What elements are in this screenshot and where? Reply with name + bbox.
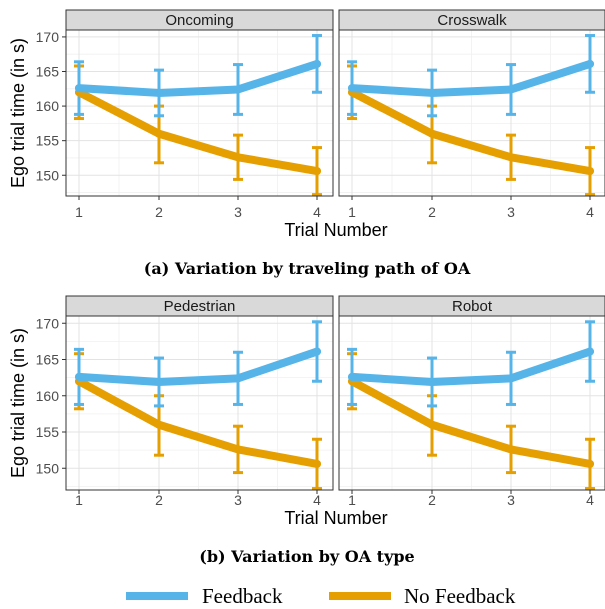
series-line-feedback xyxy=(75,347,321,386)
series-line-feedback xyxy=(75,59,321,97)
data-point xyxy=(428,129,436,138)
legend-label: No Feedback xyxy=(404,584,516,608)
data-point xyxy=(428,88,436,97)
data-point xyxy=(428,377,436,386)
data-point xyxy=(155,377,163,386)
series-line-no-feedback xyxy=(348,377,594,468)
data-point xyxy=(586,59,594,68)
y-tick-label: 155 xyxy=(36,424,60,440)
x-tick-label: 2 xyxy=(155,204,163,220)
data-point xyxy=(234,153,242,162)
panel-robot: Robot 1 2 3 4 xyxy=(338,295,605,508)
data-point xyxy=(348,372,356,381)
panel-background xyxy=(339,30,605,196)
panel-border xyxy=(338,315,605,491)
data-point xyxy=(586,167,594,176)
y-tick-label: 150 xyxy=(36,460,60,476)
data-point xyxy=(507,85,515,94)
panel-background xyxy=(66,30,333,196)
x-tick-label: 4 xyxy=(586,492,594,508)
data-point xyxy=(313,167,321,176)
strip-title: Oncoming xyxy=(165,12,233,29)
data-point xyxy=(313,347,321,356)
chart-row-2: Pedestrian 1 2 3 4 Robot 1 2 3 4 150 155 160 165 170 Eg… xyxy=(8,295,605,566)
panel-crosswalk: Crosswalk 1 2 3 4 xyxy=(338,9,605,220)
x-tick-label: 3 xyxy=(234,204,242,220)
legend-label: Feedback xyxy=(202,584,283,608)
x-tick-label: 3 xyxy=(234,492,242,508)
strip-title: Crosswalk xyxy=(437,12,507,29)
panel-background xyxy=(66,316,333,490)
panel-border xyxy=(338,29,605,197)
x-tick-label: 3 xyxy=(507,204,515,220)
subfigure-caption: (a) Variation by traveling path of OA xyxy=(144,259,471,278)
panel-border xyxy=(65,29,334,197)
x-tick-label: 4 xyxy=(313,204,321,220)
strip-title: Robot xyxy=(452,298,493,315)
y-tick-label: 165 xyxy=(36,352,60,368)
data-point xyxy=(155,129,163,138)
x-tick-label: 4 xyxy=(586,204,594,220)
y-tick-label: 170 xyxy=(36,29,60,45)
legend-item-no-feedback: No Feedback xyxy=(329,584,516,608)
x-tick-label: 2 xyxy=(155,492,163,508)
data-point xyxy=(234,374,242,383)
x-tick-label: 2 xyxy=(428,204,436,220)
series-line-no-feedback xyxy=(348,88,594,176)
data-point xyxy=(428,420,436,429)
data-point xyxy=(75,372,83,381)
y-axis-title: Ego trial time (in s) xyxy=(8,38,28,188)
legend: Feedback No Feedback xyxy=(126,584,516,608)
legend-item-feedback: Feedback xyxy=(126,584,283,608)
chart-row-1: Oncoming 1 2 3 4 Crosswalk 1 2 3 4 150 155 160 165 170… xyxy=(8,9,605,278)
x-tick-label: 1 xyxy=(75,492,83,508)
panel-border xyxy=(65,315,334,491)
x-tick-label: 2 xyxy=(428,492,436,508)
x-tick-label: 1 xyxy=(348,204,356,220)
data-point xyxy=(313,59,321,68)
panel-background xyxy=(339,316,605,490)
y-tick-label: 160 xyxy=(36,98,60,114)
data-point xyxy=(155,88,163,97)
x-axis-title: Trial Number xyxy=(284,508,387,528)
y-tick-label: 155 xyxy=(36,133,60,149)
data-point xyxy=(75,84,83,93)
y-tick-label: 165 xyxy=(36,64,60,80)
series-line-feedback xyxy=(348,347,594,386)
data-point xyxy=(313,459,321,468)
series-line-feedback xyxy=(348,59,594,97)
panel-oncoming: Oncoming 1 2 3 4 xyxy=(65,9,334,220)
data-point xyxy=(155,420,163,429)
x-axis-title: Trial Number xyxy=(284,220,387,240)
x-tick-label: 1 xyxy=(348,492,356,508)
data-point xyxy=(586,347,594,356)
data-point xyxy=(507,153,515,162)
panel-pedestrian: Pedestrian 1 2 3 4 xyxy=(65,295,334,508)
series-line-no-feedback xyxy=(75,377,321,468)
y-tick-label: 170 xyxy=(36,315,60,331)
y-tick-label: 150 xyxy=(36,167,60,183)
series-line-no-feedback xyxy=(75,88,321,176)
data-point xyxy=(586,459,594,468)
strip-title: Pedestrian xyxy=(164,298,236,315)
data-point xyxy=(234,85,242,94)
x-tick-label: 4 xyxy=(313,492,321,508)
data-point xyxy=(507,445,515,454)
data-point xyxy=(234,445,242,454)
subfigure-caption: (b) Variation by OA type xyxy=(199,547,414,566)
y-tick-label: 160 xyxy=(36,388,60,404)
x-tick-label: 3 xyxy=(507,492,515,508)
data-point xyxy=(507,374,515,383)
y-axis-title: Ego trial time (in s) xyxy=(8,328,28,478)
x-tick-label: 1 xyxy=(75,204,83,220)
data-point xyxy=(348,84,356,93)
